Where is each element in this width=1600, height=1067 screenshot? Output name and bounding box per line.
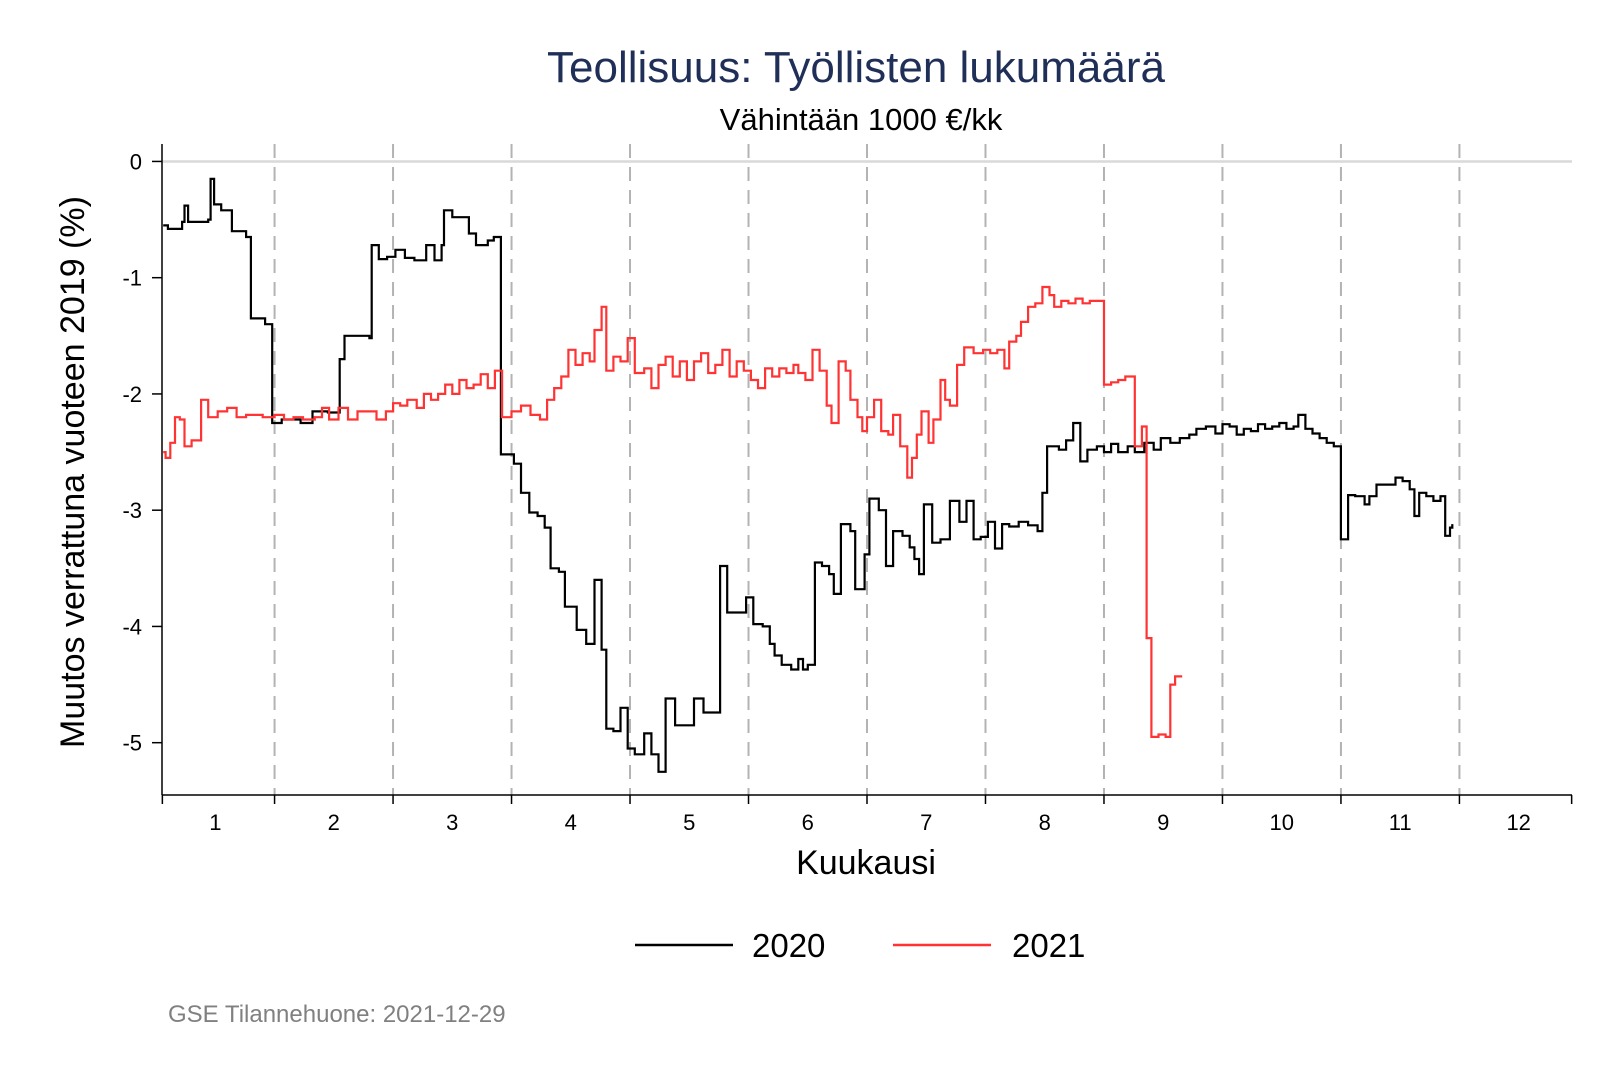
legend-label-2020: 2020 <box>752 927 825 964</box>
x-tick-label: 1 <box>209 810 221 835</box>
y-tick-label: -2 <box>122 382 142 407</box>
x-tick-label: 4 <box>565 810 577 835</box>
source-caption: GSE Tilannehuone: 2021-12-29 <box>168 1001 506 1028</box>
x-tick-label: 5 <box>683 810 695 835</box>
x-tick-label: 6 <box>802 810 814 835</box>
series-line-2020 <box>163 177 1454 773</box>
y-ticks: 0 -1 -2 -3 -4 -5 <box>122 149 162 756</box>
x-ticks: 1 2 3 4 5 6 7 8 9 10 11 12 <box>209 810 1531 835</box>
x-tick-label: 2 <box>328 810 340 835</box>
y-axis-title: Muutos verrattuna vuoteen 2019 (%) <box>54 196 92 748</box>
chart-title: Teollisuus: Työllisten lukumäärä <box>547 43 1165 92</box>
y-tick-label: -3 <box>122 498 142 523</box>
x-tick-label: 8 <box>1039 810 1051 835</box>
y-tick-label: 0 <box>130 149 142 174</box>
chart-subtitle: Vähintään 1000 €/kk <box>720 102 1003 137</box>
series-lines <box>163 177 1454 773</box>
month-boundary-lines <box>161 144 1573 804</box>
x-tick-label: 7 <box>920 810 932 835</box>
x-tick-label: 3 <box>446 810 458 835</box>
y-tick-label: -5 <box>122 731 142 756</box>
y-tick-label: -4 <box>122 614 142 639</box>
x-tick-label: 10 <box>1269 810 1293 835</box>
legend-label-2021: 2021 <box>1012 927 1085 964</box>
x-tick-label: 12 <box>1506 810 1530 835</box>
legend: 2020 2021 <box>635 927 1085 964</box>
y-tick-label: -1 <box>122 266 142 291</box>
x-tick-label: 11 <box>1389 810 1412 835</box>
x-axis-title: Kuukausi <box>796 844 936 882</box>
series-line-2021 <box>163 285 1183 738</box>
x-tick-label: 9 <box>1157 810 1169 835</box>
